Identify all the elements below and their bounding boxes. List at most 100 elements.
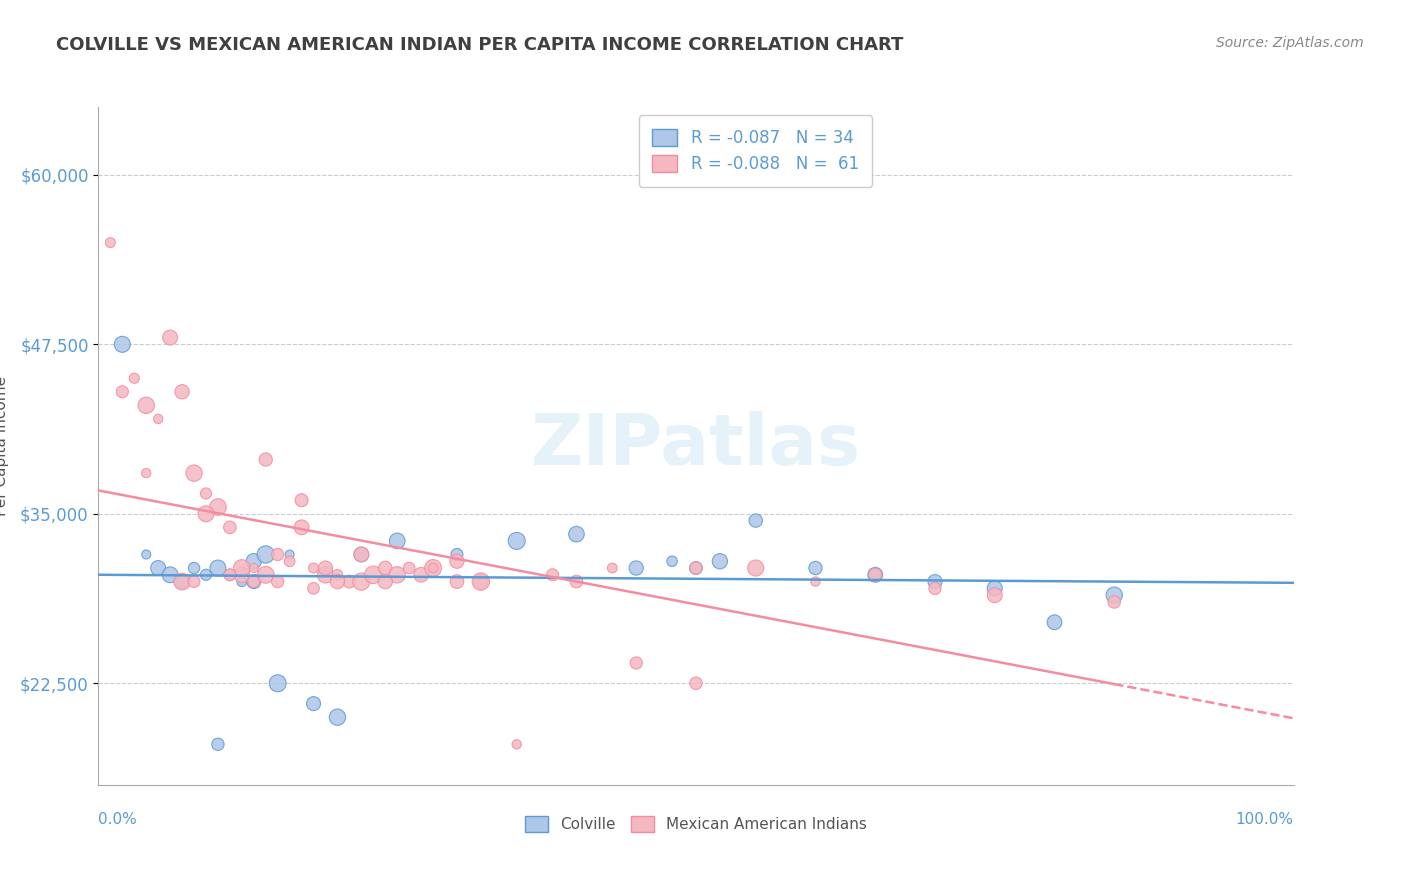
Point [374, 561, 396, 575]
Point [1104, 588, 1126, 602]
Point [602, 561, 624, 575]
Point [254, 452, 277, 467]
Point [172, 384, 194, 399]
Point [231, 567, 253, 582]
Point [302, 582, 325, 596]
Point [804, 561, 827, 575]
Point [685, 561, 707, 575]
Point [278, 548, 301, 562]
Point [709, 554, 731, 568]
Point [195, 507, 218, 521]
Point [135, 548, 157, 562]
Point [159, 330, 181, 344]
Point [111, 384, 134, 399]
Point [506, 533, 529, 548]
Point [924, 574, 946, 589]
Text: Source: ZipAtlas.com: Source: ZipAtlas.com [1216, 36, 1364, 50]
Point [339, 574, 361, 589]
Text: COLVILLE VS MEXICAN AMERICAN INDIAN PER CAPITA INCOME CORRELATION CHART: COLVILLE VS MEXICAN AMERICAN INDIAN PER … [56, 36, 904, 54]
Point [326, 574, 349, 589]
Point [219, 567, 242, 582]
Legend: Colville, Mexican American Indians: Colville, Mexican American Indians [519, 810, 873, 838]
Point [135, 398, 157, 412]
Point [506, 737, 529, 751]
Point [172, 574, 194, 589]
Point [267, 574, 290, 589]
Point [183, 574, 205, 589]
Point [865, 567, 887, 582]
Text: ZIPatlas: ZIPatlas [531, 411, 860, 481]
Point [243, 574, 266, 589]
Point [231, 561, 253, 575]
Point [195, 486, 218, 500]
Point [385, 567, 409, 582]
Point [865, 567, 887, 582]
Point [207, 737, 229, 751]
Point [446, 554, 468, 568]
Point [315, 561, 337, 575]
Point [98, 235, 122, 250]
Point [243, 554, 266, 568]
Point [446, 574, 468, 589]
Point [745, 514, 768, 528]
Point [470, 574, 492, 589]
Point [1043, 615, 1066, 630]
Point [278, 554, 301, 568]
Point [422, 561, 444, 575]
Point [398, 561, 420, 575]
Point [219, 520, 242, 534]
Point [363, 567, 385, 582]
Text: 100.0%: 100.0% [1236, 812, 1294, 827]
Point [626, 561, 648, 575]
Point [302, 697, 325, 711]
Point [315, 567, 337, 582]
Point [159, 567, 181, 582]
Point [1104, 595, 1126, 609]
Point [446, 548, 468, 562]
Point [350, 548, 373, 562]
Point [172, 574, 194, 589]
Point [745, 561, 768, 575]
Point [183, 561, 205, 575]
Point [135, 466, 157, 480]
Point [207, 500, 229, 514]
Point [411, 567, 433, 582]
Point [195, 567, 218, 582]
Y-axis label: Per Capita Income: Per Capita Income [0, 376, 8, 516]
Point [804, 574, 827, 589]
Point [326, 567, 349, 582]
Point [685, 676, 707, 690]
Point [267, 548, 290, 562]
Point [219, 567, 242, 582]
Point [148, 412, 170, 426]
Text: 0.0%: 0.0% [98, 812, 138, 827]
Point [291, 520, 314, 534]
Point [124, 371, 146, 385]
Point [422, 561, 444, 575]
Point [183, 466, 205, 480]
Point [541, 567, 564, 582]
Point [254, 548, 277, 562]
Point [626, 656, 648, 670]
Point [565, 574, 588, 589]
Point [231, 574, 253, 589]
Point [661, 554, 683, 568]
Point [207, 561, 229, 575]
Point [302, 561, 325, 575]
Point [243, 561, 266, 575]
Point [685, 561, 707, 575]
Point [254, 567, 277, 582]
Point [374, 574, 396, 589]
Point [350, 574, 373, 589]
Point [243, 574, 266, 589]
Point [111, 337, 134, 351]
Point [267, 676, 290, 690]
Point [470, 574, 492, 589]
Point [291, 493, 314, 508]
Point [350, 548, 373, 562]
Point [326, 710, 349, 724]
Point [385, 533, 409, 548]
Point [984, 588, 1007, 602]
Point [565, 527, 588, 541]
Point [148, 561, 170, 575]
